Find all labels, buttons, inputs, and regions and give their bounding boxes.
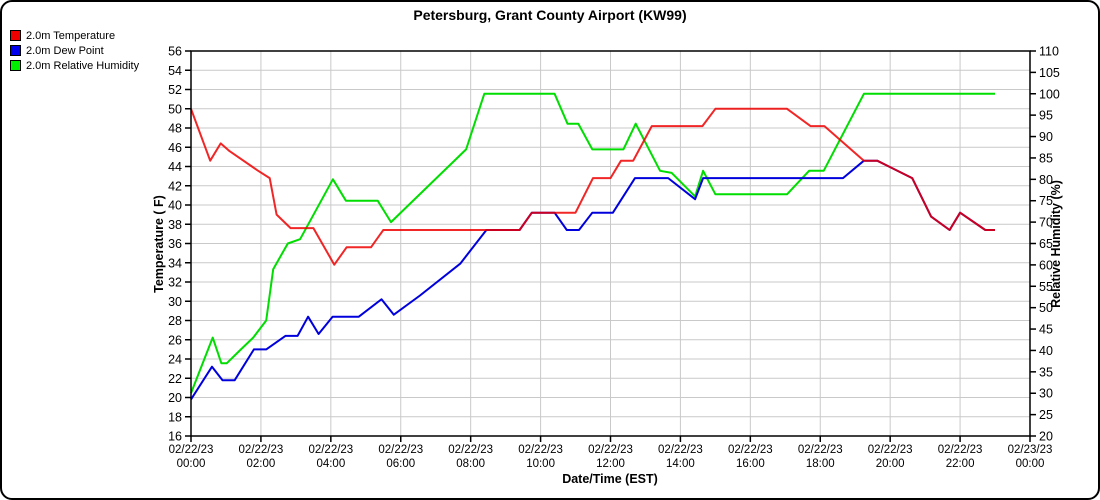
x-tick-date-label: 02/22/23 <box>868 444 913 456</box>
y-left-tick-label: 26 <box>168 333 182 347</box>
x-tick-date-label: 02/22/23 <box>169 444 214 456</box>
y-left-tick-label: 38 <box>168 218 182 232</box>
y-right-tick-label: 80 <box>1039 173 1053 187</box>
y-left-tick-label: 40 <box>168 199 182 213</box>
legend-label: 2.0m Relative Humidity <box>26 59 140 72</box>
y-left-tick-label: 46 <box>168 141 182 155</box>
y-right-tick-label: 55 <box>1039 280 1053 294</box>
legend-label: 2.0m Dew Point <box>26 44 104 57</box>
y-left-axis-title: Temperature ( F) <box>152 195 166 293</box>
2-0m-relative-humidity-line <box>190 92 995 394</box>
y-right-tick-label: 75 <box>1039 194 1053 208</box>
y-right-tick-label: 70 <box>1039 216 1053 230</box>
x-tick-time-label: 00:00 <box>177 458 206 470</box>
y-right-tick-label: 20 <box>1039 430 1053 444</box>
y-left-tick-label: 42 <box>168 179 182 193</box>
y-left-tick-label: 36 <box>168 237 182 251</box>
x-tick-date-label: 02/22/23 <box>728 444 773 456</box>
y-left-tick-label: 30 <box>168 295 182 309</box>
x-tick-date-label: 02/22/23 <box>798 444 843 456</box>
y-left-tick-label: 32 <box>168 276 182 290</box>
y-right-tick-label: 50 <box>1039 301 1053 315</box>
y-right-tick-label: 90 <box>1039 130 1053 144</box>
x-tick-time-label: 22:00 <box>946 458 975 470</box>
2-0m-dew-point-line <box>190 159 995 400</box>
x-tick-time-label: 12:00 <box>596 458 625 470</box>
x-tick-time-label: 04:00 <box>316 458 345 470</box>
y-right-tick-label: 65 <box>1039 237 1053 251</box>
y-left-tick-label: 24 <box>168 353 182 367</box>
x-tick-date-label: 02/22/23 <box>938 444 983 456</box>
x-tick-date-label: 02/22/23 <box>588 444 633 456</box>
legend-item-0: 2.0m Temperature <box>10 28 139 43</box>
x-tick-date-label: 02/22/23 <box>239 444 284 456</box>
x-tick-time-label: 10:00 <box>526 458 555 470</box>
y-right-tick-label: 45 <box>1039 323 1053 337</box>
x-tick-time-label: 08:00 <box>456 458 485 470</box>
x-tick-time-label: 00:00 <box>1016 458 1045 470</box>
legend: 2.0m Temperature 2.0m Dew Point 2.0m Relat… <box>10 28 139 73</box>
x-tick-date-label: 02/23/23 <box>1008 444 1053 456</box>
x-tick-time-label: 14:00 <box>666 458 695 470</box>
x-tick-date-label: 02/22/23 <box>658 444 703 456</box>
x-tick-time-label: 02:00 <box>247 458 276 470</box>
y-right-axis-title: Relative Humidity (%) <box>1049 180 1063 308</box>
y-left-tick-label: 34 <box>168 256 182 270</box>
y-right-tick-label: 100 <box>1039 87 1060 101</box>
x-tick-time-label: 20:00 <box>876 458 905 470</box>
x-tick-date-label: 02/22/23 <box>518 444 563 456</box>
y-left-tick-label: 16 <box>168 430 182 444</box>
legend-item-1: 2.0m Dew Point <box>10 43 139 58</box>
legend-label: 2.0m Temperature <box>26 29 116 42</box>
legend-swatch <box>10 60 21 71</box>
y-left-tick-label: 22 <box>168 372 182 386</box>
y-right-tick-label: 95 <box>1039 109 1053 123</box>
legend-swatch <box>10 45 21 56</box>
chart-title: Petersburg, Grant County Airport (KW99) <box>413 7 687 23</box>
y-left-tick-label: 56 <box>168 45 182 59</box>
x-tick-time-label: 06:00 <box>386 458 415 470</box>
x-tick-date-label: 02/22/23 <box>378 444 423 456</box>
x-tick-date-label: 02/22/23 <box>308 444 353 456</box>
y-right-tick-label: 85 <box>1039 151 1053 165</box>
x-tick-date-label: 02/22/23 <box>448 444 493 456</box>
legend-swatch <box>10 30 21 41</box>
y-left-tick-label: 48 <box>168 122 182 136</box>
x-tick-time-label: 18:00 <box>806 458 835 470</box>
y-right-tick-label: 110 <box>1039 45 1059 59</box>
y-right-tick-label: 25 <box>1039 408 1053 422</box>
y-left-tick-label: 52 <box>168 83 182 97</box>
y-right-tick-label: 60 <box>1039 258 1053 272</box>
y-right-tick-label: 105 <box>1039 66 1060 80</box>
y-right-tick-label: 40 <box>1039 344 1053 358</box>
y-left-tick-label: 18 <box>168 410 182 424</box>
y-left-tick-label: 20 <box>168 391 182 405</box>
x-axis-title: Date/Time (EST) <box>562 472 658 486</box>
y-left-tick-label: 50 <box>168 102 182 116</box>
2-0m-temperature-line <box>190 107 995 266</box>
y-left-tick-label: 44 <box>168 160 182 174</box>
legend-item-2: 2.0m Relative Humidity <box>10 58 139 73</box>
x-tick-time-label: 16:00 <box>736 458 765 470</box>
y-left-tick-label: 28 <box>168 314 182 328</box>
y-right-tick-label: 30 <box>1039 387 1053 401</box>
y-right-tick-label: 35 <box>1039 365 1053 379</box>
y-left-tick-label: 54 <box>168 64 182 78</box>
